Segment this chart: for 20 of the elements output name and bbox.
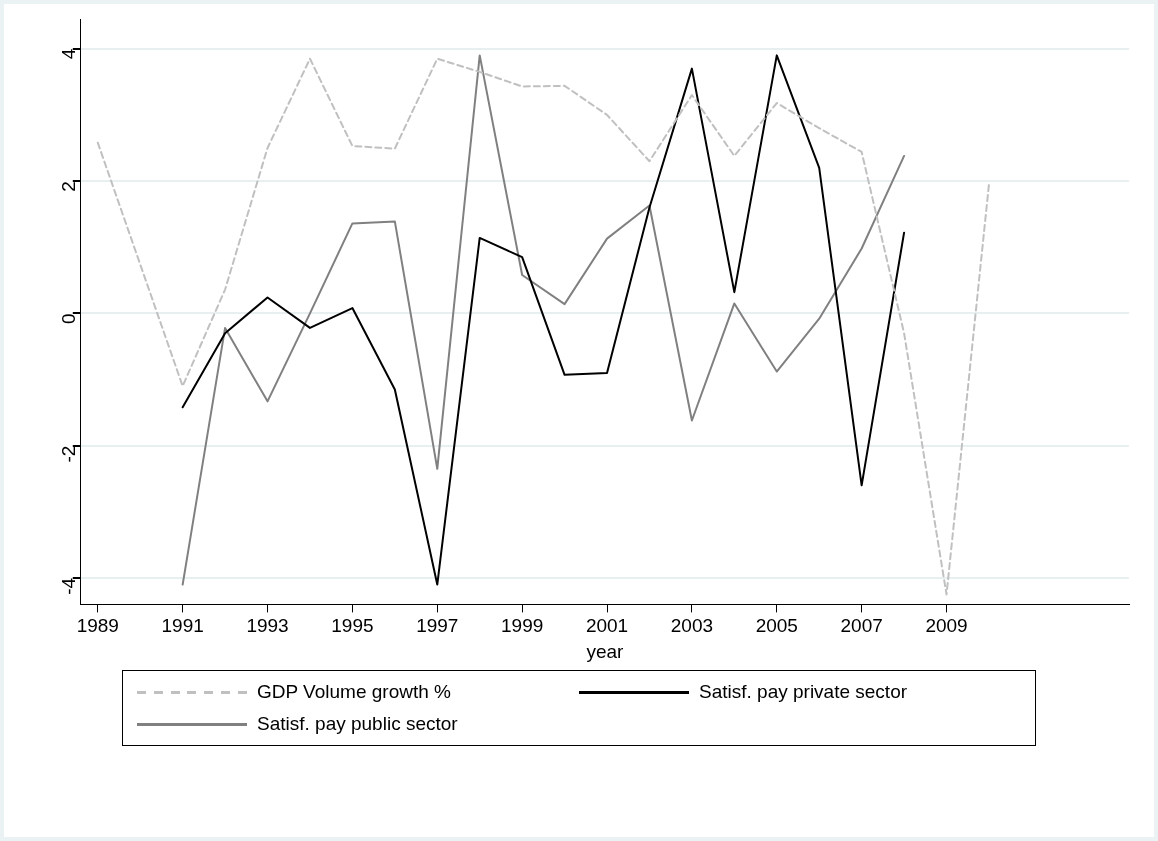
legend-label: Satisf. pay public sector xyxy=(257,713,458,735)
y-tick-label: 2 xyxy=(58,181,80,192)
y-tick-label: 0 xyxy=(58,313,80,324)
x-tick-label: 2007 xyxy=(840,615,883,637)
x-axis-title: year xyxy=(586,640,625,662)
x-tick-label: 2001 xyxy=(585,615,629,637)
x-tick-label: 2005 xyxy=(755,615,798,637)
legend-label: Satisf. pay private sector xyxy=(699,681,908,703)
x-tick-label: 1997 xyxy=(416,615,459,637)
legend-label: GDP Volume growth % xyxy=(257,681,451,703)
x-tick-label: 1995 xyxy=(331,615,374,637)
y-tick-label: -4 xyxy=(58,577,80,595)
x-tick-label: 1991 xyxy=(161,615,204,637)
y-tick-label: 4 xyxy=(58,48,80,60)
x-tick-label: 1999 xyxy=(501,615,544,637)
x-tick-label: 2003 xyxy=(670,615,714,637)
x-tick-label: 1989 xyxy=(76,615,119,637)
y-tick-label: -2 xyxy=(58,445,80,463)
x-tick-label: 2009 xyxy=(925,615,968,637)
x-tick-label: 1993 xyxy=(246,615,289,637)
